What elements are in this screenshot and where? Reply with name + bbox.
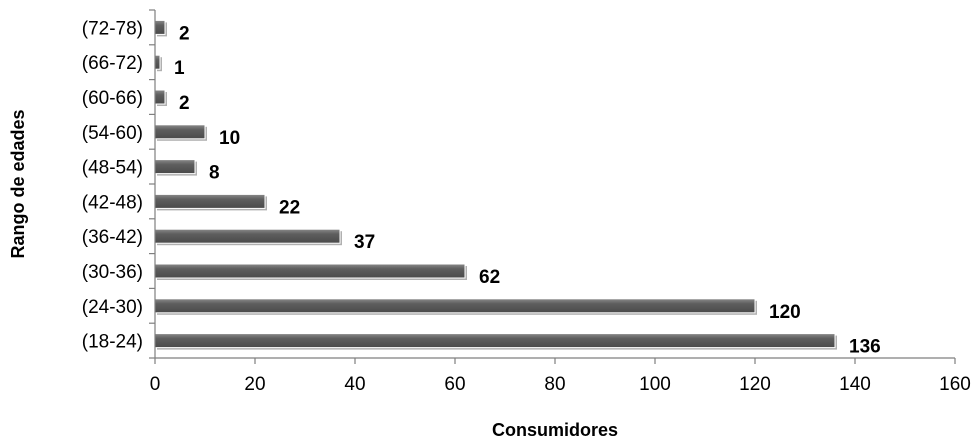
y-tick-label: (30-36): [82, 262, 143, 283]
axes-group: [149, 9, 956, 364]
bar: [154, 193, 266, 209]
data-label: 8: [209, 163, 220, 184]
bars-group: [154, 19, 837, 350]
x-tick-label: 140: [839, 374, 871, 395]
y-tick-label: (36-42): [82, 227, 143, 248]
y-tick-labels-group: (18-24) (24-30) (30-36) (36-42) (42-48) (48-5…: [82, 18, 143, 352]
y-tick-label: (42-48): [82, 192, 143, 213]
bar: [154, 19, 166, 35]
data-label: 22: [279, 197, 300, 218]
y-axis-title: Rango de edades: [8, 109, 28, 258]
bar: [154, 159, 196, 175]
y-tick-label: (24-30): [82, 297, 143, 318]
x-tick-label: 20: [244, 374, 265, 395]
bar: [154, 333, 836, 349]
data-label: 2: [179, 23, 190, 44]
y-tick-label: (66-72): [82, 53, 143, 74]
bar: [154, 263, 466, 279]
data-label: 1: [174, 58, 185, 79]
x-tick-label: 60: [444, 374, 465, 395]
y-tick-label: (54-60): [82, 123, 143, 144]
data-label: 10: [219, 128, 240, 149]
x-tick-labels-group: 0 20 40 60 80 100 120 140 160: [150, 374, 971, 395]
bar: [154, 298, 756, 314]
bar: [154, 54, 161, 70]
y-tick-label: (48-54): [82, 158, 143, 179]
data-label: 37: [354, 232, 375, 253]
x-axis-title: Consumidores: [492, 420, 618, 440]
bar: [154, 124, 206, 140]
data-label: 2: [179, 93, 190, 114]
bar: [154, 228, 341, 244]
data-label: 136: [849, 337, 881, 358]
data-label: 62: [479, 267, 500, 288]
x-tick-label: 80: [544, 374, 565, 395]
x-tick-label: 40: [344, 374, 365, 395]
data-labels-group: 136 120 62 37 22 8 10 2 1 2: [174, 23, 881, 357]
bar: [154, 89, 166, 105]
x-tick-label: 0: [150, 374, 161, 395]
data-label: 120: [769, 302, 801, 323]
y-tick-label: (72-78): [82, 18, 143, 39]
x-tick-label: 100: [639, 374, 671, 395]
x-tick-label: 120: [739, 374, 771, 395]
y-tick-label: (60-66): [82, 88, 143, 109]
y-tick-label: (18-24): [82, 332, 143, 353]
x-tick-label: 160: [939, 374, 971, 395]
